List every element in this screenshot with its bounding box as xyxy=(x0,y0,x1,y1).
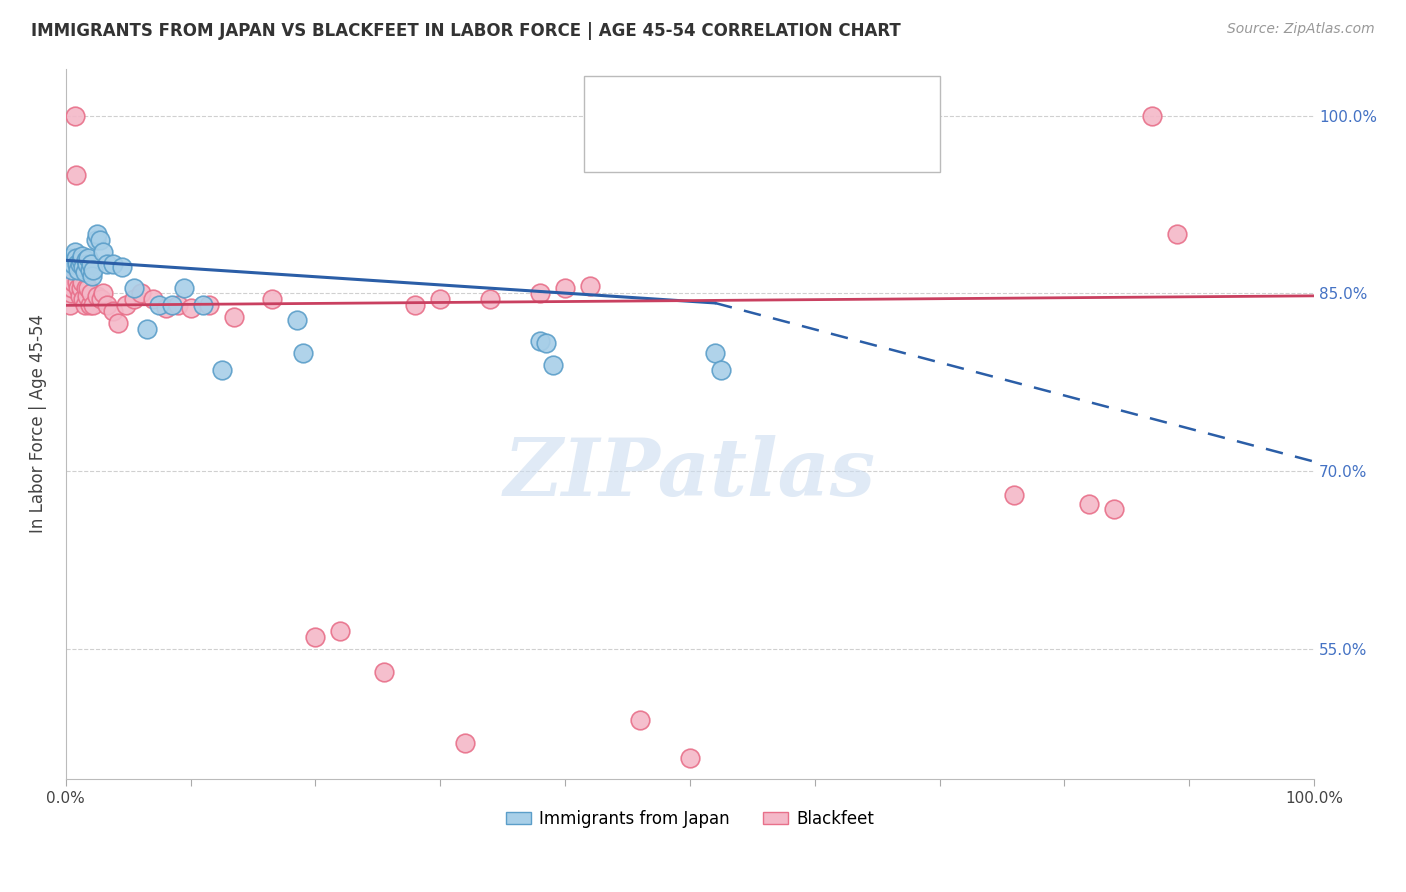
Point xyxy=(76,257,98,271)
Point xyxy=(191,298,214,312)
Point xyxy=(80,286,103,301)
Point xyxy=(628,713,651,727)
Point xyxy=(73,298,96,312)
Point xyxy=(66,257,89,271)
Point xyxy=(73,265,96,279)
Point xyxy=(72,293,94,307)
Point xyxy=(529,334,551,348)
Point xyxy=(69,280,91,294)
Point xyxy=(224,310,246,325)
Legend: Immigrants from Japan, Blackfeet: Immigrants from Japan, Blackfeet xyxy=(499,803,882,835)
Point xyxy=(75,280,97,294)
Point xyxy=(103,304,125,318)
Point xyxy=(60,262,83,277)
Point xyxy=(58,298,80,312)
Point xyxy=(1166,227,1188,242)
Point xyxy=(70,249,93,263)
Point xyxy=(86,289,108,303)
Point xyxy=(114,298,136,312)
Text: Source: ZipAtlas.com: Source: ZipAtlas.com xyxy=(1227,22,1375,37)
Point xyxy=(124,293,146,307)
Point xyxy=(124,280,146,294)
Point xyxy=(536,336,558,351)
Point xyxy=(260,293,283,307)
Point xyxy=(69,253,91,268)
Point xyxy=(96,257,118,271)
Point xyxy=(285,312,308,326)
Point xyxy=(304,630,326,644)
Point xyxy=(541,358,564,372)
Point xyxy=(65,168,87,182)
Text: IMMIGRANTS FROM JAPAN VS BLACKFEET IN LABOR FORCE | AGE 45-54 CORRELATION CHART: IMMIGRANTS FROM JAPAN VS BLACKFEET IN LA… xyxy=(31,22,901,40)
Point xyxy=(554,280,576,294)
Point xyxy=(59,286,82,301)
Point xyxy=(91,245,114,260)
Point xyxy=(703,345,725,359)
Point xyxy=(429,293,451,307)
Point xyxy=(62,257,84,271)
Point xyxy=(82,298,104,312)
Point xyxy=(160,298,183,312)
Point xyxy=(91,286,114,301)
Point xyxy=(82,262,104,277)
Point xyxy=(77,251,100,265)
Point xyxy=(90,293,112,307)
Point xyxy=(70,275,93,289)
Text: ZIPatlas: ZIPatlas xyxy=(503,434,876,512)
Point xyxy=(72,260,94,275)
Point xyxy=(404,298,426,312)
Point xyxy=(59,257,82,271)
Point xyxy=(1104,502,1126,516)
Point xyxy=(479,293,502,307)
Point xyxy=(69,289,91,303)
Point xyxy=(62,275,84,289)
Point xyxy=(76,289,98,303)
Point xyxy=(80,257,103,271)
Point xyxy=(67,280,90,294)
Point xyxy=(58,251,80,265)
Point xyxy=(67,262,90,277)
Point xyxy=(107,316,129,330)
Point xyxy=(155,301,177,315)
Point xyxy=(454,736,477,750)
Point xyxy=(180,301,202,315)
Point xyxy=(129,286,152,301)
Point xyxy=(136,322,159,336)
Point xyxy=(579,279,602,293)
Point xyxy=(66,275,89,289)
Point xyxy=(80,268,103,283)
Point xyxy=(63,245,86,260)
Point xyxy=(69,257,91,271)
Point xyxy=(75,253,97,268)
Point xyxy=(329,624,352,638)
Point xyxy=(79,262,101,277)
Y-axis label: In Labor Force | Age 45-54: In Labor Force | Age 45-54 xyxy=(30,314,46,533)
Point xyxy=(96,298,118,312)
Point xyxy=(529,286,551,301)
Point xyxy=(60,280,83,294)
Point xyxy=(198,298,221,312)
Point xyxy=(710,363,733,377)
Point xyxy=(86,227,108,242)
Point xyxy=(142,293,165,307)
Point xyxy=(173,280,195,294)
Point xyxy=(167,298,190,312)
Point xyxy=(111,260,134,275)
Point xyxy=(291,345,314,359)
Point xyxy=(103,257,125,271)
Point xyxy=(211,363,233,377)
Point xyxy=(1140,109,1163,123)
Point xyxy=(65,251,87,265)
Point xyxy=(1004,488,1026,502)
Point xyxy=(679,750,702,764)
Point xyxy=(63,109,86,123)
Point xyxy=(77,280,100,294)
Point xyxy=(1078,497,1101,511)
Point xyxy=(373,665,395,680)
Point xyxy=(148,298,170,312)
Point xyxy=(89,233,111,247)
Point xyxy=(84,233,107,247)
Point xyxy=(79,298,101,312)
